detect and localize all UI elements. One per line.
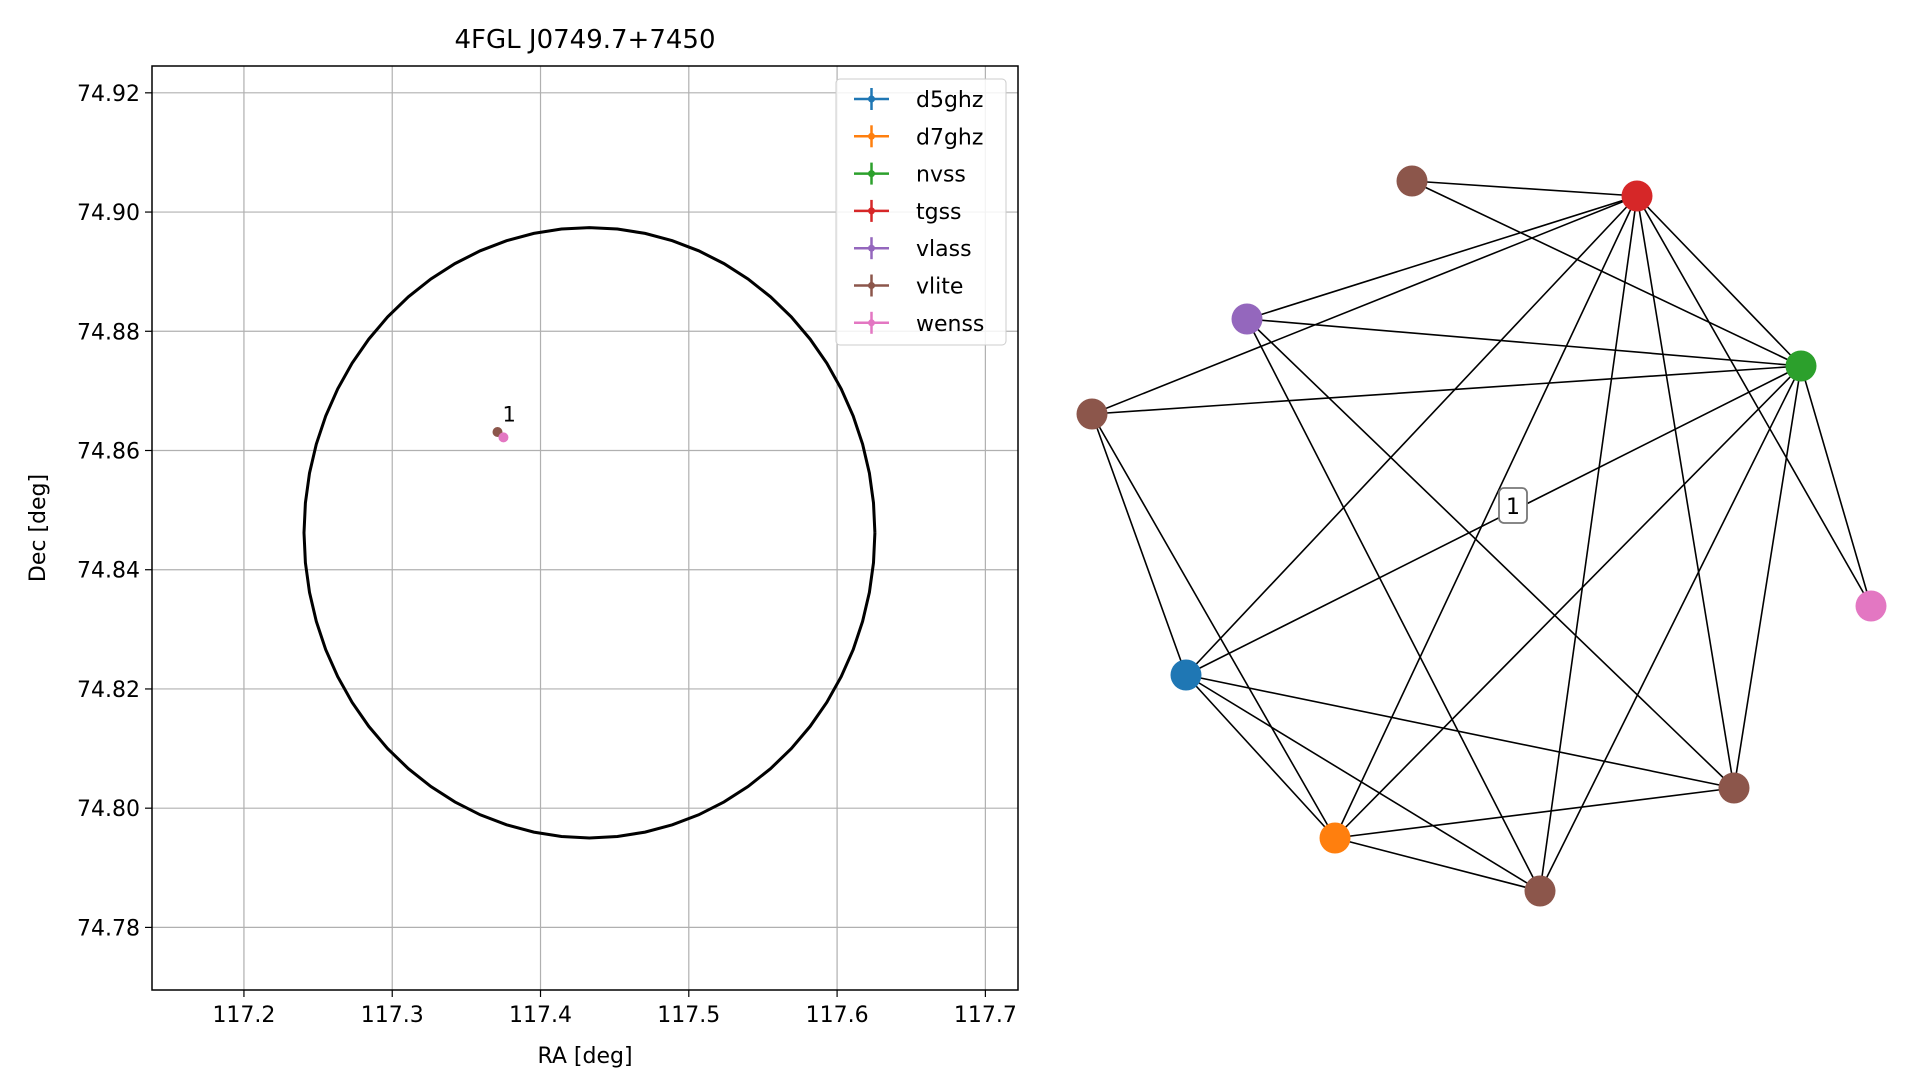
graph-edge	[1246, 318, 1735, 789]
legend-entries: d5ghz d7ghz nvss tgss vlass vlite wenss	[854, 88, 984, 337]
y-tick-label: 74.82	[77, 678, 140, 703]
graph-edge	[1246, 195, 1638, 320]
y-tick-label: 74.92	[77, 82, 140, 107]
legend: d5ghz d7ghz nvss tgss vlass vlite wenss	[835, 78, 1007, 346]
network-graph-panel: 1	[1076, 165, 1887, 907]
graph-edge	[1185, 674, 1735, 789]
graph-node-green	[1785, 350, 1817, 382]
sky-map-panel: 1 117.2 117.3 117.4 117.5 117.6 117.7 74.7874…	[26, 25, 1019, 1069]
x-tick-label: 117.6	[806, 1003, 869, 1028]
graph-edge	[1636, 195, 1802, 367]
graph-node-brown-right	[1718, 772, 1750, 804]
graph-node-purple	[1231, 303, 1263, 335]
graph-edge	[1411, 180, 1802, 367]
legend-label-tgss: tgss	[916, 200, 962, 225]
graph-edge	[1246, 318, 1541, 892]
graph-nodes-layer	[1076, 165, 1887, 907]
legend-label-vlass: vlass	[916, 237, 972, 262]
localization-ellipse-layer	[302, 226, 877, 840]
y-axis-ticks: 74.78 74.80 74.82 74.84 74.86 74.88 74.90 74.92	[77, 82, 152, 941]
legend-label-wenss: wenss	[916, 312, 984, 337]
y-tick-label: 74.88	[77, 320, 140, 345]
legend-marker-wenss	[868, 319, 875, 327]
graph-node-brown-bottom	[1524, 875, 1556, 907]
graph-node-pink	[1855, 590, 1887, 622]
graph-edge	[1185, 674, 1541, 892]
legend-marker-nvss	[868, 170, 875, 178]
legend-marker-d5ghz	[868, 95, 875, 103]
point-annotation: 1	[502, 403, 515, 427]
legend-marker-d7ghz	[868, 132, 875, 140]
legend-marker-tgss	[868, 207, 875, 215]
graph-node-orange	[1319, 822, 1351, 854]
graph-edge	[1246, 318, 1802, 367]
y-axis-label: Dec [deg]	[26, 474, 51, 582]
graph-edge	[1800, 365, 1872, 607]
graph-node-brown-left	[1076, 398, 1108, 430]
graph-edge	[1185, 674, 1336, 839]
graph-node-brown-top	[1396, 165, 1428, 197]
graph-node-red	[1621, 180, 1653, 212]
graph-edge	[1539, 195, 1638, 892]
graph-label: 1	[1498, 487, 1528, 524]
graph-edge	[1733, 365, 1802, 789]
graph-edge	[1334, 365, 1802, 839]
x-axis-ticks: 117.2 117.3 117.4 117.5 117.6 117.7	[212, 990, 1017, 1028]
graph-edge	[1334, 787, 1735, 839]
plot-title: 4FGL J0749.7+7450	[455, 25, 716, 55]
localization-ellipse	[302, 226, 877, 840]
graph-edge	[1091, 195, 1638, 415]
graph-edge	[1334, 837, 1541, 892]
y-tick-label: 74.80	[77, 797, 140, 822]
legend-marker-vlite	[868, 282, 875, 289]
graph-node-blue	[1170, 659, 1202, 691]
legend-marker-vlass	[868, 244, 875, 252]
x-tick-label: 117.7	[954, 1003, 1017, 1028]
graph-edge	[1091, 413, 1187, 676]
graph-edge	[1185, 365, 1802, 676]
graph-edge	[1091, 413, 1336, 839]
graph-edges-layer	[1091, 180, 1872, 892]
graph-edge	[1539, 365, 1802, 892]
data-point-wenss	[498, 432, 509, 443]
legend-label-d5ghz: d5ghz	[916, 88, 983, 113]
graph-edge	[1636, 195, 1872, 607]
x-tick-label: 117.3	[361, 1003, 424, 1028]
y-tick-label: 74.86	[77, 440, 140, 465]
legend-label-vlite: vlite	[916, 275, 963, 300]
graph-label-box	[1498, 487, 1528, 524]
graph-label-text: 1	[1506, 495, 1520, 520]
graph-edge	[1091, 365, 1802, 415]
legend-label-d7ghz: d7ghz	[916, 125, 983, 150]
x-tick-label: 117.4	[509, 1003, 572, 1028]
plot-frame	[151, 65, 1019, 991]
x-axis-label: RA [deg]	[537, 1044, 632, 1069]
legend-label-nvss: nvss	[916, 163, 966, 188]
graph-edge	[1185, 195, 1638, 676]
y-tick-label: 74.90	[77, 201, 140, 226]
graph-edge	[1334, 195, 1638, 839]
legend-frame	[835, 78, 1007, 346]
source-points-layer	[492, 427, 509, 443]
y-tick-label: 74.84	[77, 559, 140, 584]
y-tick-label: 74.78	[77, 916, 140, 941]
graph-edge	[1636, 195, 1735, 789]
graph-edge	[1411, 180, 1638, 197]
x-tick-label: 117.2	[212, 1003, 275, 1028]
x-tick-label: 117.5	[657, 1003, 720, 1028]
